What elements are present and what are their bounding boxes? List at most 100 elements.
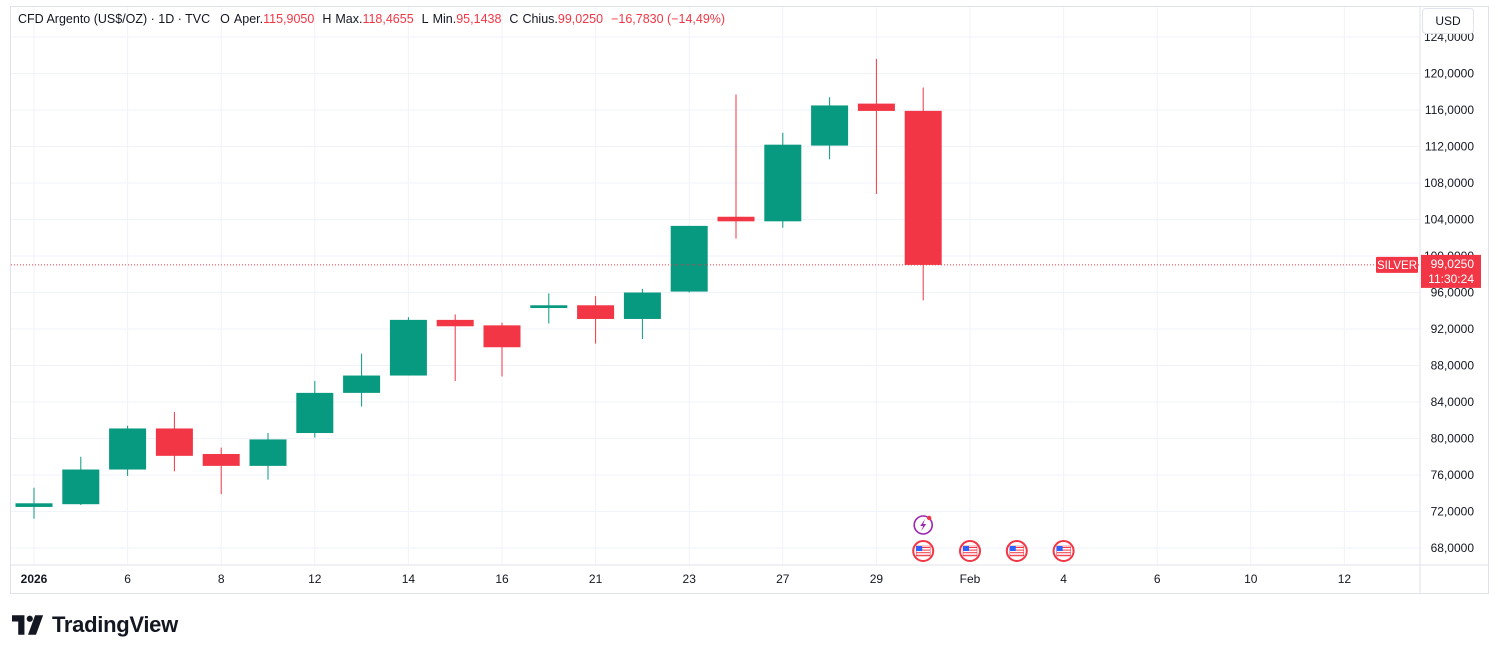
candle	[717, 94, 755, 239]
high-name: Max.	[335, 12, 363, 26]
candles	[15, 58, 942, 519]
candle	[343, 353, 381, 407]
close-label: C	[509, 12, 519, 26]
price-tag-bg	[1421, 254, 1481, 288]
x-tick-label: Feb	[960, 572, 981, 586]
high-label: H	[322, 12, 332, 26]
x-tick-label: 16	[495, 572, 509, 586]
x-tick-label: 29	[870, 572, 884, 586]
low-name: Min.	[432, 12, 457, 26]
candle	[623, 288, 661, 340]
candle	[483, 322, 521, 377]
candle-body	[623, 292, 661, 319]
price-axis: 68,0000 72,0000 76,0000 80,0000 84,0000 88,00…	[1419, 7, 1475, 593]
y-tick-label: 120,0000	[1424, 67, 1474, 81]
y-tick-label: 104,0000	[1424, 213, 1474, 227]
currency-button[interactable]: USD	[1422, 8, 1474, 34]
candle-body	[577, 305, 615, 319]
candle	[249, 433, 287, 480]
candle	[109, 425, 147, 476]
candle	[155, 412, 193, 472]
candle	[62, 456, 100, 506]
candle	[436, 314, 474, 382]
candle	[811, 97, 849, 160]
change-value: −16,7830 (−14,49%)	[611, 12, 726, 26]
candle-body	[155, 428, 193, 456]
price-tag-price: 99,0250	[1431, 257, 1475, 271]
time-axis: 2026 6 8 12 14 16 21 23 27 29 Feb 4 6 10 12	[11, 564, 1489, 586]
candle-body	[343, 375, 381, 393]
y-tick-label: 116,0000	[1425, 103, 1474, 117]
y-tick-label: 72,0000	[1431, 505, 1475, 519]
y-tick-label: 68,0000	[1431, 541, 1475, 555]
y-tick-label: 96,0000	[1431, 286, 1475, 300]
candle-body	[202, 454, 240, 466]
price-tag-symbol: SILVER	[1377, 260, 1417, 272]
x-tick-label: 2026	[21, 572, 48, 586]
legend-header: CFD Argento (US$/OZ) · 1D · TVC O Aper. …	[18, 12, 729, 26]
x-tick-label: 10	[1244, 572, 1258, 586]
events	[912, 515, 1075, 562]
x-tick-label: 12	[1338, 572, 1352, 586]
y-tick-label: 112,0000	[1425, 140, 1474, 154]
candle-body	[857, 103, 895, 111]
x-tick-label: 23	[683, 572, 697, 586]
x-tick-label: 6	[1154, 572, 1161, 586]
low-value: 95,1438	[456, 12, 502, 26]
candle	[202, 447, 240, 495]
tradingview-logo[interactable]: TradingView	[12, 612, 178, 638]
candle-body	[389, 319, 427, 376]
event-flash-icon	[913, 515, 934, 535]
price-tag-symbol-bg	[1376, 256, 1418, 273]
x-tick-label: 12	[308, 572, 322, 586]
close-value: 99,0250	[557, 12, 604, 26]
x-tick-label: 6	[124, 572, 131, 586]
close-name: Chius.	[522, 12, 558, 26]
candle	[296, 381, 334, 438]
open-name: Aper.	[233, 12, 264, 26]
brand-name: TradingView	[52, 612, 178, 637]
candle-body	[436, 319, 474, 327]
high-value: 118,4655	[362, 12, 414, 26]
candle-body	[764, 144, 802, 222]
x-tick-label: 27	[776, 572, 790, 586]
candle	[857, 58, 895, 194]
candle-body	[670, 225, 708, 292]
low-label: L	[421, 12, 429, 26]
candle	[530, 293, 568, 324]
us-flag-event-icon	[959, 540, 981, 562]
y-tick-label: 84,0000	[1431, 395, 1475, 409]
y-tick-label: 88,0000	[1431, 359, 1475, 373]
candle-body	[15, 503, 53, 507]
tradingview-logo-icon	[12, 615, 44, 635]
x-tick-label: 21	[589, 572, 603, 586]
candle	[577, 296, 615, 344]
candle-body	[483, 325, 521, 348]
chart-frame	[10, 6, 1489, 594]
y-tick-label: 92,0000	[1431, 322, 1475, 336]
open-value: 115,9050	[263, 12, 315, 26]
y-tick-label: 76,0000	[1431, 468, 1475, 482]
us-flag-event-icon	[912, 540, 935, 562]
x-tick-label: 4	[1060, 572, 1067, 586]
candle-body	[296, 392, 334, 434]
y-tick-label: 108,0000	[1424, 176, 1474, 190]
us-flag-event-icon	[1052, 540, 1075, 562]
candle-body	[109, 428, 147, 470]
candle-body	[904, 110, 942, 265]
candle	[389, 317, 427, 376]
candle	[764, 132, 802, 228]
candle-body	[249, 439, 287, 466]
y-tick-label: 80,0000	[1431, 432, 1475, 446]
candle	[904, 87, 942, 301]
grid	[11, 7, 1420, 565]
symbol-title[interactable]: CFD Argento (US$/OZ) · 1D · TVC	[18, 12, 211, 26]
candle-body	[530, 305, 568, 309]
candle-body	[717, 216, 755, 222]
us-flag-event-icon	[1005, 540, 1028, 562]
candle	[15, 487, 53, 519]
price-tag-countdown: 11:30:24	[1428, 272, 1474, 286]
x-tick-label: 14	[402, 572, 416, 586]
